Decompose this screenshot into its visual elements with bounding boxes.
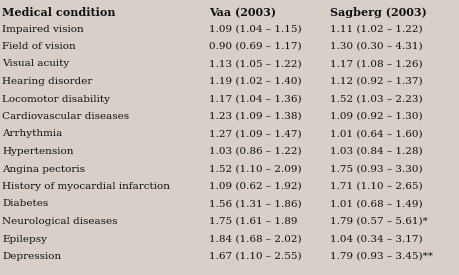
Text: History of myocardial infarction: History of myocardial infarction (2, 182, 170, 191)
Text: Vaa (2003): Vaa (2003) (209, 7, 276, 18)
Text: 1.56 (1.31 – 1.86): 1.56 (1.31 – 1.86) (209, 199, 302, 208)
Text: 1.13 (1.05 – 1.22): 1.13 (1.05 – 1.22) (209, 59, 302, 68)
Text: 1.09 (1.04 – 1.15): 1.09 (1.04 – 1.15) (209, 24, 302, 34)
Text: Visual acuity: Visual acuity (2, 59, 70, 68)
Text: 1.17 (1.08 – 1.26): 1.17 (1.08 – 1.26) (330, 59, 423, 68)
Text: Field of vision: Field of vision (2, 42, 76, 51)
Text: 1.12 (0.92 – 1.37): 1.12 (0.92 – 1.37) (330, 77, 423, 86)
Text: 1.75 (1.61 – 1.89: 1.75 (1.61 – 1.89 (209, 217, 297, 226)
Text: 1.23 (1.09 – 1.38): 1.23 (1.09 – 1.38) (209, 112, 302, 121)
Text: Sagberg (2003): Sagberg (2003) (330, 7, 427, 18)
Text: 1.52 (1.03 – 2.23): 1.52 (1.03 – 2.23) (330, 95, 423, 103)
Text: 1.03 (0.86 – 1.22): 1.03 (0.86 – 1.22) (209, 147, 302, 156)
Text: 1.67 (1.10 – 2.55): 1.67 (1.10 – 2.55) (209, 252, 302, 261)
Text: 1.75 (0.93 – 3.30): 1.75 (0.93 – 3.30) (330, 164, 423, 174)
Text: 1.17 (1.04 – 1.36): 1.17 (1.04 – 1.36) (209, 95, 302, 103)
Text: Locomotor disability: Locomotor disability (2, 95, 110, 103)
Text: Cardiovascular diseases: Cardiovascular diseases (2, 112, 129, 121)
Text: 1.30 (0.30 – 4.31): 1.30 (0.30 – 4.31) (330, 42, 423, 51)
Text: Angina pectoris: Angina pectoris (2, 164, 85, 174)
Text: 1.71 (1.10 – 2.65): 1.71 (1.10 – 2.65) (330, 182, 423, 191)
Text: Impaired vision: Impaired vision (2, 24, 84, 34)
Text: 1.19 (1.02 – 1.40): 1.19 (1.02 – 1.40) (209, 77, 302, 86)
Text: Diabetes: Diabetes (2, 199, 49, 208)
Text: 1.27 (1.09 – 1.47): 1.27 (1.09 – 1.47) (209, 130, 302, 139)
Text: Hearing disorder: Hearing disorder (2, 77, 93, 86)
Text: 1.04 (0.34 – 3.17): 1.04 (0.34 – 3.17) (330, 235, 423, 243)
Text: 1.84 (1.68 – 2.02): 1.84 (1.68 – 2.02) (209, 235, 302, 243)
Text: 1.03 (0.84 – 1.28): 1.03 (0.84 – 1.28) (330, 147, 423, 156)
Text: Epilepsy: Epilepsy (2, 235, 47, 243)
Text: 1.79 (0.93 – 3.45)**: 1.79 (0.93 – 3.45)** (330, 252, 433, 261)
Text: 1.09 (0.92 – 1.30): 1.09 (0.92 – 1.30) (330, 112, 423, 121)
Text: 1.01 (0.68 – 1.49): 1.01 (0.68 – 1.49) (330, 199, 423, 208)
Text: Arrhythmia: Arrhythmia (2, 130, 62, 139)
Text: 0.90 (0.69 – 1.17): 0.90 (0.69 – 1.17) (209, 42, 302, 51)
Text: 1.11 (1.02 – 1.22): 1.11 (1.02 – 1.22) (330, 24, 423, 34)
Text: Neurological diseases: Neurological diseases (2, 217, 118, 226)
Text: 1.09 (0.62 – 1.92): 1.09 (0.62 – 1.92) (209, 182, 302, 191)
Text: Depression: Depression (2, 252, 62, 261)
Text: 1.52 (1.10 – 2.09): 1.52 (1.10 – 2.09) (209, 164, 302, 174)
Text: Hypertension: Hypertension (2, 147, 74, 156)
Text: 1.01 (0.64 – 1.60): 1.01 (0.64 – 1.60) (330, 130, 423, 139)
Text: Medical condition: Medical condition (2, 7, 116, 18)
Text: 1.79 (0.57 – 5.61)*: 1.79 (0.57 – 5.61)* (330, 217, 428, 226)
